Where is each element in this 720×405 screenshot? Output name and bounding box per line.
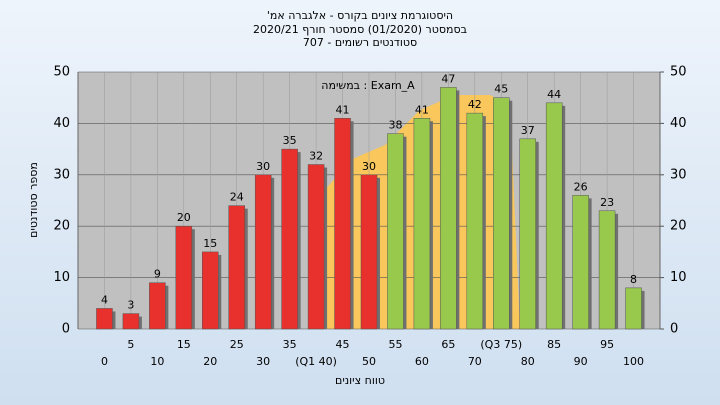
title-line: 'היסטוגרמת ציונים בקורס - אלגברה אמ — [267, 9, 453, 22]
bar — [466, 112, 484, 330]
bar — [598, 210, 616, 330]
bar — [387, 133, 404, 330]
x-tick-label: 100 — [623, 355, 644, 368]
title-line: בסמסטר (01/2020) סמסטר חורף 2020/21 — [253, 23, 467, 36]
value-label: 44 — [547, 88, 561, 101]
y2-tick-label: 20 — [670, 219, 687, 234]
y-tick-label: 30 — [53, 167, 70, 182]
bar — [334, 118, 351, 330]
value-label: 30 — [362, 160, 376, 173]
value-label: 9 — [154, 268, 161, 281]
x-tick-label: 10 — [150, 355, 164, 368]
bar — [545, 102, 563, 330]
y-tick-label: 0 — [62, 322, 70, 337]
y-tick-label: 40 — [53, 116, 70, 131]
value-label: 45 — [494, 83, 508, 96]
value-label: 26 — [574, 180, 588, 193]
value-label: 23 — [600, 196, 614, 209]
bar — [228, 205, 245, 330]
value-label: 42 — [468, 98, 482, 111]
value-label: 38 — [388, 119, 402, 132]
bar — [572, 195, 589, 330]
x-tick-label: 5 — [127, 338, 134, 351]
y2-tick-label: 0 — [670, 322, 678, 337]
legend-text: במשימה : Exam_A — [321, 79, 415, 92]
value-label: 24 — [230, 191, 244, 204]
bar — [122, 313, 140, 330]
x-tick-label: 90 — [574, 355, 588, 368]
bar — [281, 148, 298, 330]
x-tick-label: 50 — [362, 355, 376, 368]
x-tick-label: 45 — [336, 338, 350, 351]
bar — [360, 174, 378, 330]
y-tick-label: 50 — [53, 65, 70, 80]
value-label: 8 — [630, 273, 637, 286]
x-tick-label: 85 — [547, 338, 561, 351]
title-line: סטודנטים רשומים - 707 — [303, 36, 417, 49]
bar — [307, 164, 325, 330]
bar — [493, 97, 510, 330]
value-label: 35 — [283, 134, 297, 147]
x-tick-label: 70 — [468, 355, 482, 368]
x-tick-label: (Q3 75) — [480, 338, 522, 351]
value-label: 37 — [521, 124, 535, 137]
x-axis-title: טווח ציונים — [335, 374, 385, 387]
x-tick-label: 55 — [388, 338, 402, 351]
y2-tick-label: 50 — [670, 65, 687, 80]
bar — [625, 287, 642, 330]
y2-tick-label: 40 — [670, 116, 687, 131]
bar — [519, 138, 536, 330]
x-tick-label: 25 — [230, 338, 244, 351]
x-tick-label: 80 — [521, 355, 535, 368]
bar — [96, 308, 113, 330]
x-tick-label: 35 — [283, 338, 297, 351]
value-label: 15 — [203, 237, 217, 250]
bar — [202, 251, 219, 330]
bar — [413, 118, 431, 330]
bar — [149, 282, 166, 330]
bar — [254, 174, 272, 330]
x-tick-label: 30 — [256, 355, 270, 368]
value-label: 3 — [127, 299, 134, 312]
value-label: 47 — [441, 72, 455, 85]
x-tick-label: 65 — [441, 338, 455, 351]
y2-tick-label: 10 — [670, 270, 687, 285]
y-axis-title: מספר סטודנטים — [27, 162, 40, 238]
value-label: 20 — [177, 211, 191, 224]
value-label: 41 — [415, 103, 429, 116]
y-tick-label: 10 — [53, 270, 70, 285]
value-label: 4 — [101, 293, 108, 306]
y2-tick-label: 30 — [670, 167, 687, 182]
x-tick-label: 20 — [203, 355, 217, 368]
x-tick-label: (Q1 40) — [295, 355, 337, 368]
value-label: 32 — [309, 150, 323, 163]
x-tick-label: 15 — [177, 338, 191, 351]
y-tick-label: 20 — [53, 219, 70, 234]
value-label: 30 — [256, 160, 270, 173]
value-label: 41 — [336, 103, 350, 116]
x-tick-label: 0 — [101, 355, 108, 368]
bar — [440, 87, 457, 330]
x-tick-label: 95 — [600, 338, 614, 351]
x-tick-label: 60 — [415, 355, 429, 368]
bar — [175, 225, 193, 330]
